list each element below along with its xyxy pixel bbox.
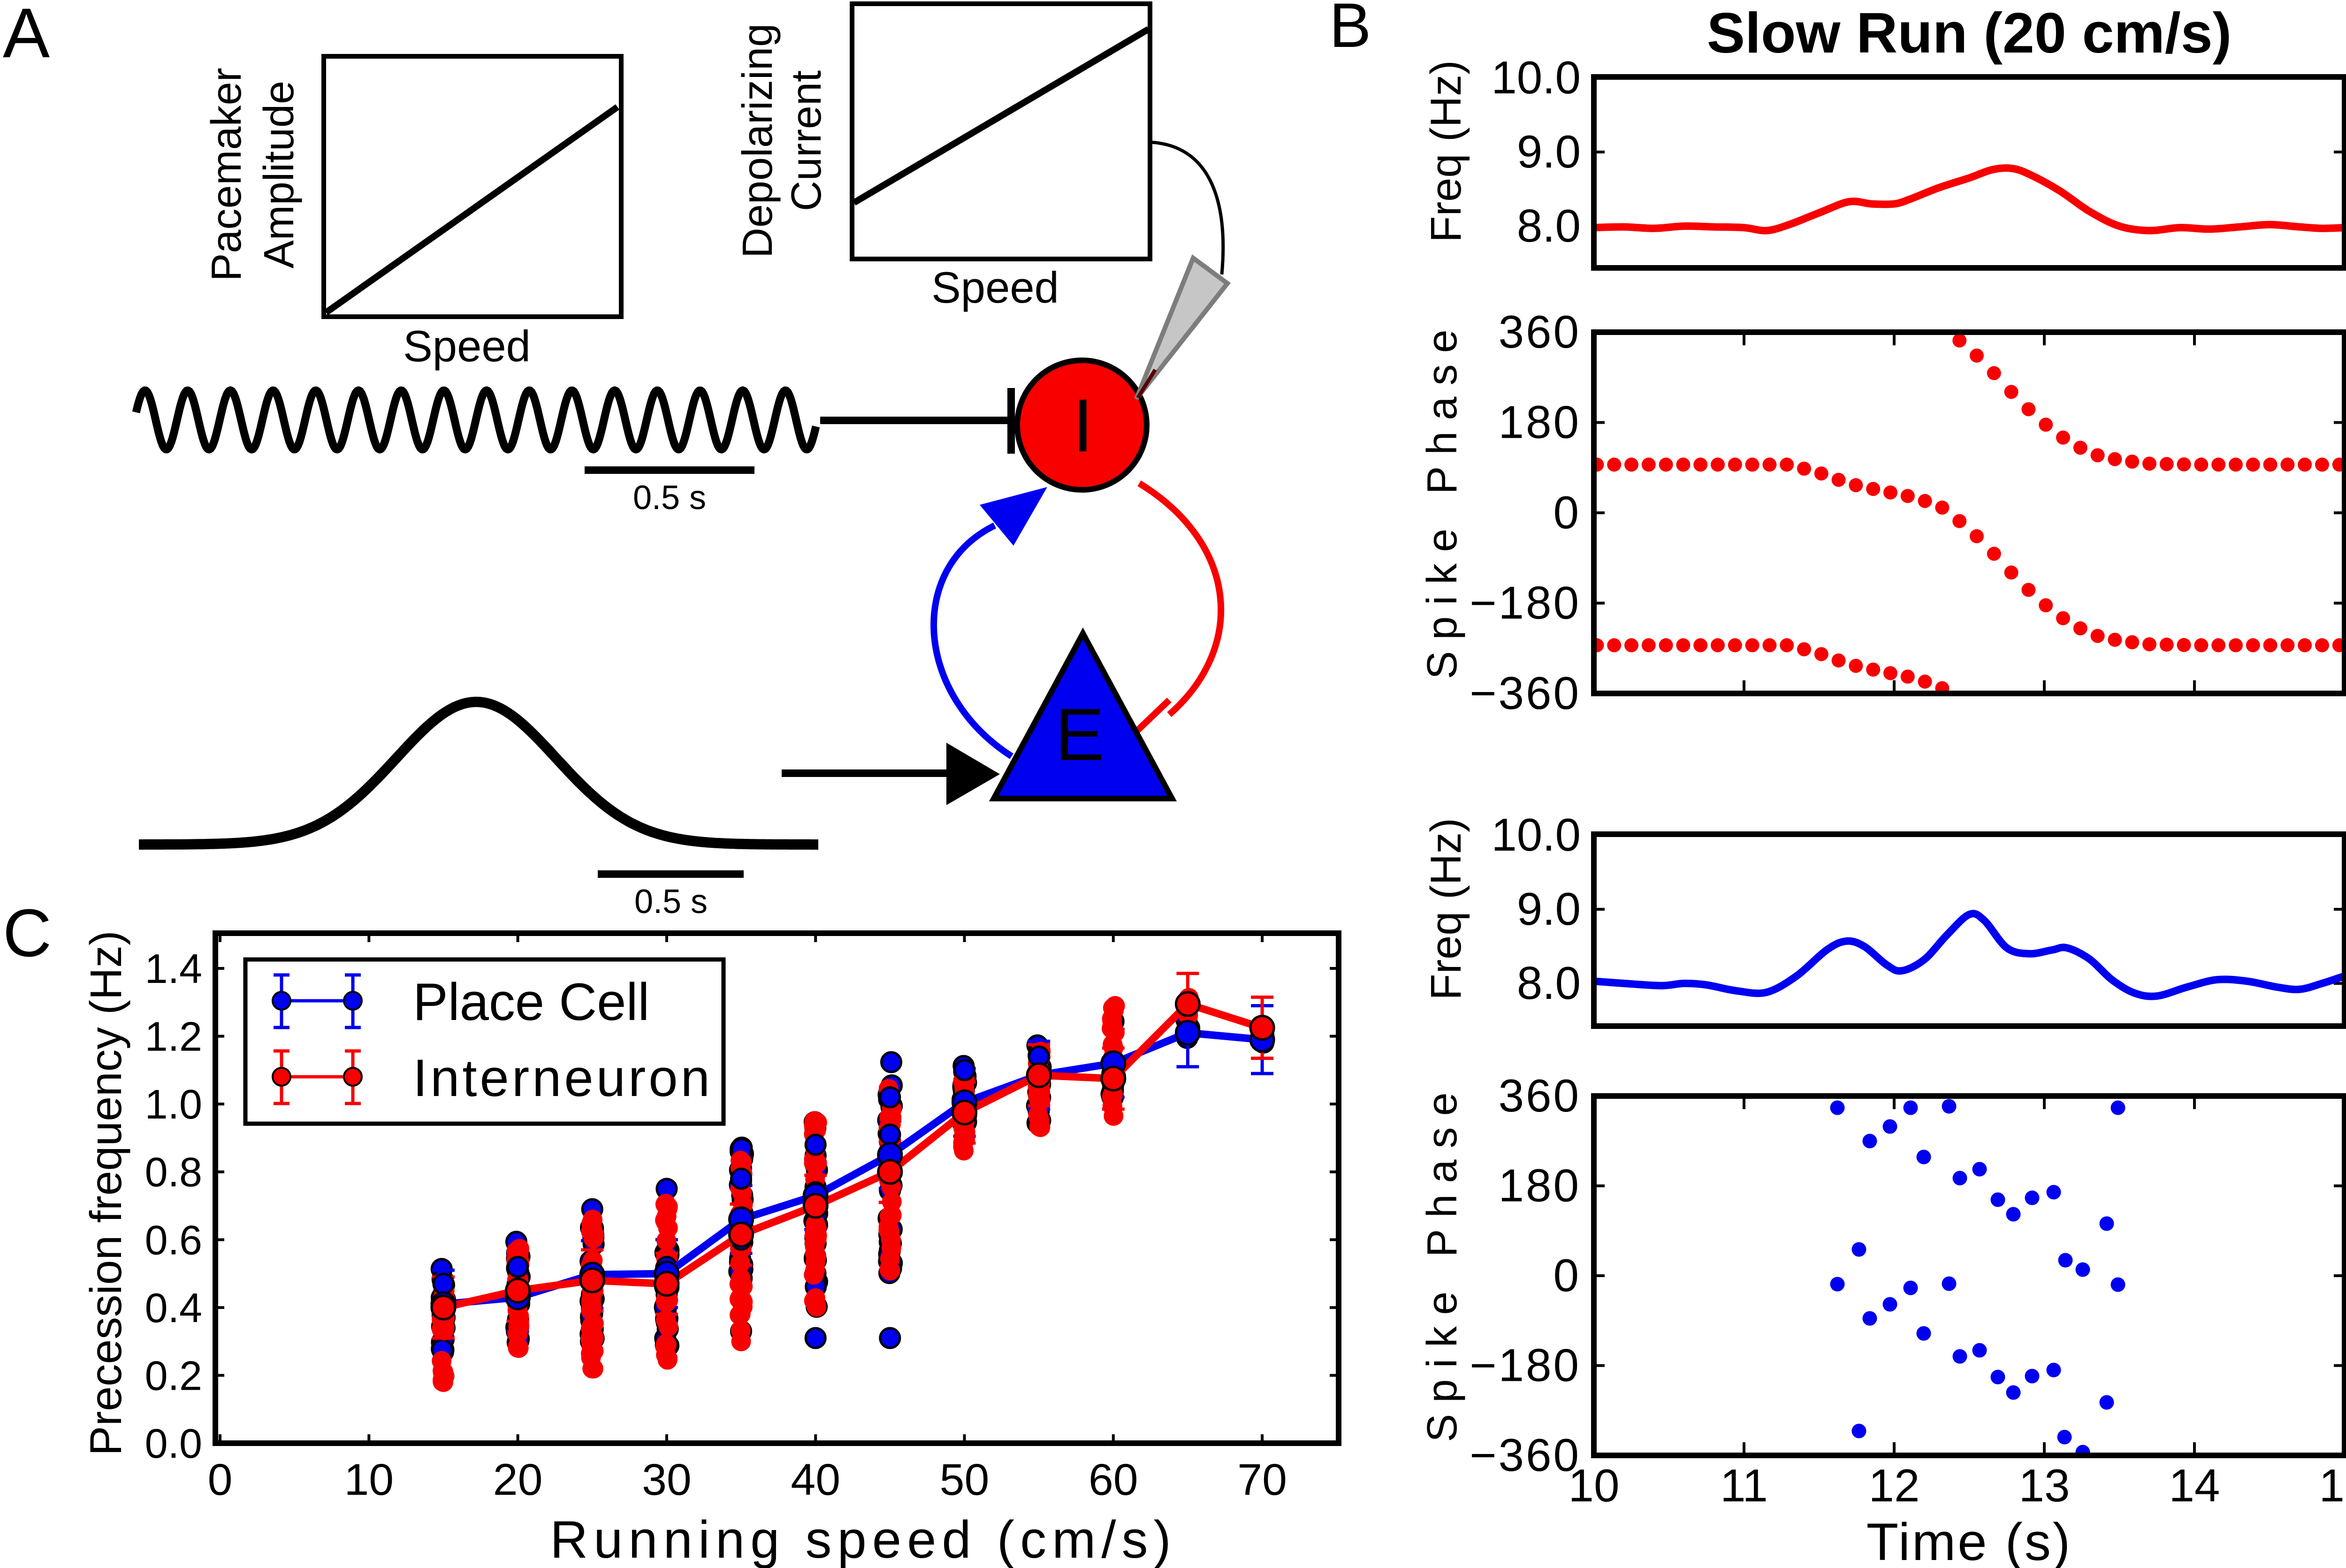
svg-text:180: 180 [1498,1160,1581,1211]
svg-text:8.0: 8.0 [1517,957,1581,1009]
svg-text:Running speed (cm/s): Running speed (cm/s) [550,1510,1177,1568]
svg-text:13: 13 [2018,1460,2070,1511]
svg-text:360: 360 [1498,1070,1581,1121]
svg-text:50: 50 [940,1455,990,1505]
svg-text:Speed: Speed [931,263,1059,312]
svg-text:Freq (Hz): Freq (Hz) [1422,60,1470,242]
svg-text:10: 10 [344,1455,394,1505]
svg-text:Time (s): Time (s) [1866,1513,2072,1568]
svg-text:11: 11 [1720,1460,1768,1511]
svg-text:Spike Phase: Spike Phase [1419,318,1466,679]
svg-text:Slow Run (20 cm/s): Slow Run (20 cm/s) [1707,1,2232,65]
svg-text:360: 360 [1498,306,1581,358]
svg-text:180: 180 [1498,396,1581,448]
svg-text:70: 70 [1237,1455,1287,1505]
svg-text:12: 12 [1868,1460,1919,1511]
svg-text:Amplitude: Amplitude [256,81,303,268]
svg-text:15: 15 [2319,1460,2346,1511]
svg-text:10.0: 10.0 [1491,52,1581,103]
svg-text:0.4: 0.4 [145,1285,202,1331]
svg-text:Interneuron: Interneuron [413,1049,713,1107]
svg-text:8.0: 8.0 [1517,200,1581,251]
svg-text:1.2: 1.2 [145,1013,202,1060]
svg-text:10.0: 10.0 [1491,809,1581,860]
svg-text:C: C [3,895,52,971]
svg-text:Pacemaker: Pacemaker [203,68,250,281]
svg-text:E: E [1055,693,1104,776]
svg-text:40: 40 [791,1455,840,1505]
svg-text:−360: −360 [1470,667,1581,719]
svg-text:Spike Phase: Spike Phase [1419,1081,1466,1442]
svg-text:30: 30 [642,1455,692,1505]
svg-text:0.0: 0.0 [145,1420,202,1467]
svg-text:Current: Current [783,70,830,211]
svg-text:0: 0 [1553,1249,1581,1301]
svg-text:10: 10 [1568,1460,1619,1511]
svg-text:−360: −360 [1470,1429,1581,1481]
svg-text:0.2: 0.2 [145,1352,202,1399]
svg-text:−180: −180 [1470,1340,1581,1391]
svg-text:Speed: Speed [403,321,531,371]
svg-text:14: 14 [2169,1460,2220,1511]
svg-text:Freq (Hz): Freq (Hz) [1422,818,1470,1000]
svg-text:0.5 s: 0.5 s [634,883,708,921]
svg-text:20: 20 [493,1455,543,1505]
svg-text:Place Cell: Place Cell [413,973,649,1031]
svg-text:0.8: 0.8 [145,1149,202,1195]
svg-text:0.6: 0.6 [145,1217,202,1263]
svg-text:−180: −180 [1470,577,1581,629]
svg-text:1.4: 1.4 [145,945,202,992]
svg-text:Precession frequency (Hz): Precession frequency (Hz) [81,930,131,1455]
svg-text:9.0: 9.0 [1517,126,1581,177]
svg-text:B: B [1329,0,1371,61]
svg-text:9.0: 9.0 [1517,883,1581,935]
svg-text:I: I [1073,383,1093,467]
svg-text:1.0: 1.0 [145,1081,202,1127]
svg-text:0.5 s: 0.5 s [633,479,706,517]
svg-text:60: 60 [1089,1455,1138,1505]
svg-text:0: 0 [1553,487,1581,538]
svg-text:0: 0 [208,1455,233,1505]
svg-text:A: A [3,0,50,72]
svg-text:Depolarizing: Depolarizing [734,23,781,258]
